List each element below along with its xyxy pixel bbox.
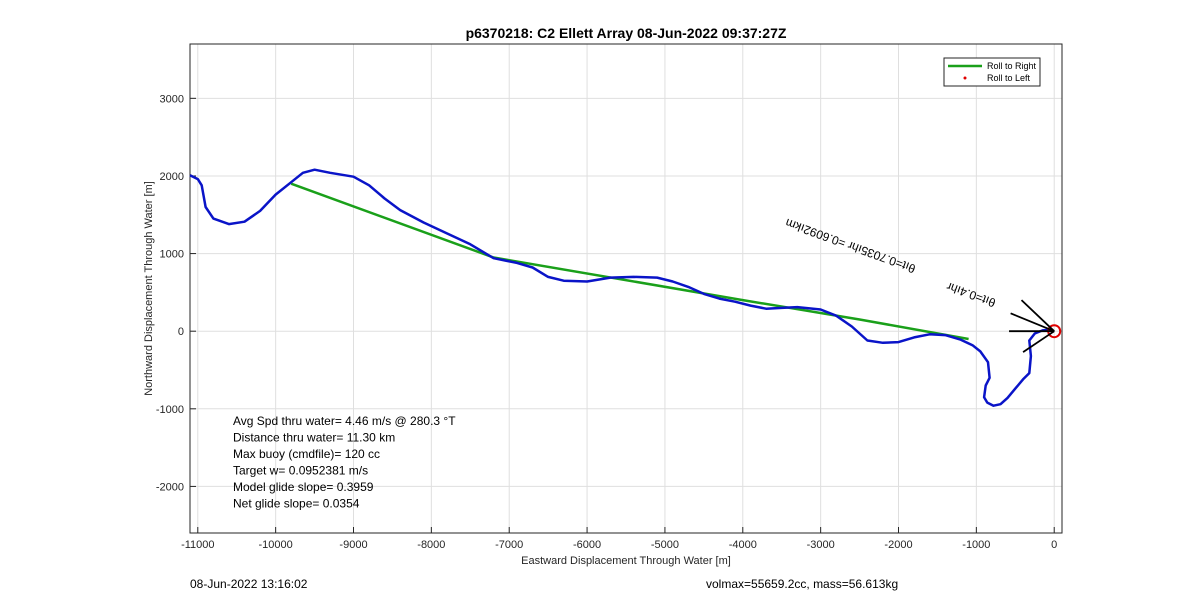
y-tick-label: 0: [178, 326, 184, 338]
y-axis-label: Northward Displacement Through Water [m]: [143, 181, 155, 396]
footer-timestamp: 08-Jun-2022 13:16:02: [190, 577, 308, 591]
stats-annotation: Net glide slope= 0.0354: [233, 497, 360, 511]
x-tick-label: -4000: [729, 539, 757, 551]
stats-annotation: Target w= 0.0952381 m/s: [233, 464, 368, 478]
x-tick-label: -1000: [962, 539, 990, 551]
end-marker-layer: [1009, 299, 1062, 353]
y-tick-label: 2000: [160, 171, 184, 183]
x-tick-label: -2000: [884, 539, 912, 551]
legend-swatch-roll-to-left: [963, 76, 967, 80]
axes-box: [189, 43, 1063, 534]
grid: [190, 44, 1062, 533]
x-tick-label: -11000: [181, 539, 214, 551]
stats-annotation: Model glide slope= 0.3959: [233, 480, 374, 494]
stats-annotation: Avg Spd thru water= 4.46 m/s @ 280.3 °T: [233, 414, 456, 428]
x-tick-label: -10000: [259, 539, 293, 551]
axes: -11000 -10000 -9000 -8000 -7000 -6000 -5000 -40…: [156, 43, 1063, 551]
stats-annotation: Max buoy (cmdfile)= 120 cc: [233, 447, 380, 461]
legend-box: [943, 57, 1041, 87]
x-tick-label: 0: [1051, 539, 1057, 551]
legend-label-roll-to-left: Roll to Left: [987, 73, 1031, 83]
legend-label-roll-to-right: Roll to Right: [987, 61, 1037, 71]
x-axis-label: Eastward Displacement Through Water [m]: [521, 555, 731, 567]
x-tick-label: -9000: [339, 539, 367, 551]
y-tick-label: 1000: [160, 249, 184, 261]
x-tick-label: -5000: [651, 539, 679, 551]
chart-title: p6370218: C2 Ellett Array 08-Jun-2022 09…: [466, 25, 787, 41]
stats-annotation: Distance thru water= 11.30 km: [233, 431, 395, 445]
footer-volmax-mass: volmax=55659.2cc, mass=56.613kg: [706, 577, 899, 591]
series-track: [189, 168, 1054, 407]
heading-arrow: [1020, 299, 1055, 332]
series-roll-to-right: [290, 182, 969, 341]
y-tick-label: -1000: [156, 404, 184, 416]
x-tick-label: -7000: [495, 539, 523, 551]
y-tick-label: 3000: [160, 93, 184, 105]
legend: Roll to Right Roll to Left: [943, 57, 1041, 87]
x-tick-label: -6000: [573, 539, 601, 551]
y-tick-label: -2000: [156, 481, 184, 493]
heading-arrow: [1010, 312, 1055, 333]
x-tick-label: -3000: [807, 539, 835, 551]
plot-area: [190, 44, 1062, 533]
x-tick-label: -8000: [417, 539, 445, 551]
heading-arrow: [1022, 330, 1055, 353]
